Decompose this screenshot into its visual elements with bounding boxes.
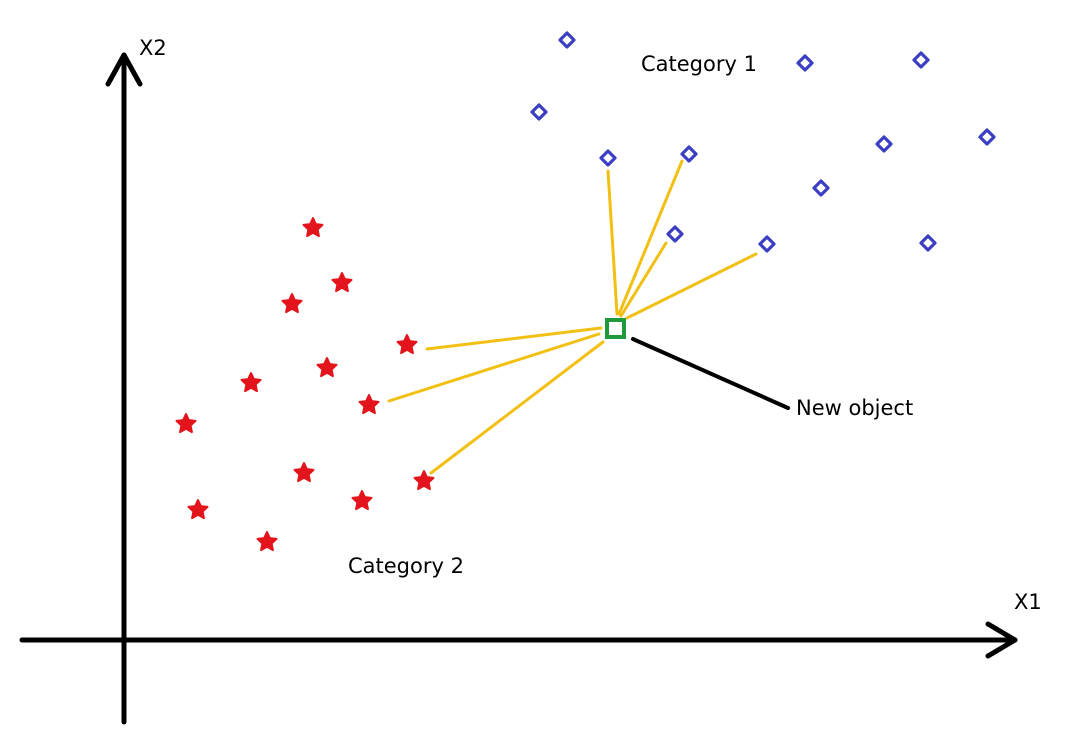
new-object-pointer xyxy=(631,337,790,410)
star-icon xyxy=(396,334,418,355)
star-icon xyxy=(413,470,435,491)
x-axis-label: X1 xyxy=(1014,590,1042,614)
y-axis-label: X2 xyxy=(139,36,167,60)
star-icon xyxy=(256,531,278,552)
diamond-icon xyxy=(812,179,830,197)
new-object-label: New object xyxy=(796,396,914,420)
category-1-label: Category 1 xyxy=(641,52,757,76)
star-icon xyxy=(351,490,373,511)
category-1-points xyxy=(530,31,996,253)
star-icon xyxy=(293,462,315,483)
diamond-icon xyxy=(912,51,930,69)
diamond-icon xyxy=(758,235,776,253)
star-icon xyxy=(175,413,197,434)
star-icon xyxy=(331,272,353,293)
star-icon xyxy=(302,217,324,238)
star-icon xyxy=(240,372,262,393)
neighbor-line xyxy=(425,326,603,351)
diamond-icon xyxy=(796,54,814,72)
star-icon xyxy=(281,293,303,314)
neighbor-line xyxy=(606,169,619,316)
y-axis-arrowhead xyxy=(105,52,143,87)
neighbor-line xyxy=(429,340,605,475)
diamond-icon xyxy=(875,135,893,153)
star-icon xyxy=(187,499,209,520)
neighbor-line xyxy=(625,252,758,320)
star-icon xyxy=(358,394,380,415)
diamond-icon xyxy=(680,145,698,163)
new-object-square-icon xyxy=(605,318,626,339)
diamond-icon xyxy=(919,234,937,252)
neighbor-lines xyxy=(387,159,758,475)
diamond-icon xyxy=(530,103,548,121)
neighbor-line xyxy=(619,241,668,318)
x-axis-arrowhead xyxy=(985,621,1018,659)
neighbor-line xyxy=(387,332,601,403)
category-2-points xyxy=(175,217,435,552)
diamond-icon xyxy=(978,128,996,146)
diamond-icon xyxy=(666,225,684,243)
neighbor-line xyxy=(617,159,684,316)
category-2-label: Category 2 xyxy=(348,554,464,578)
diamond-icon xyxy=(558,31,576,49)
axes xyxy=(19,52,1018,725)
star-icon xyxy=(316,357,338,378)
diamond-icon xyxy=(599,149,617,167)
